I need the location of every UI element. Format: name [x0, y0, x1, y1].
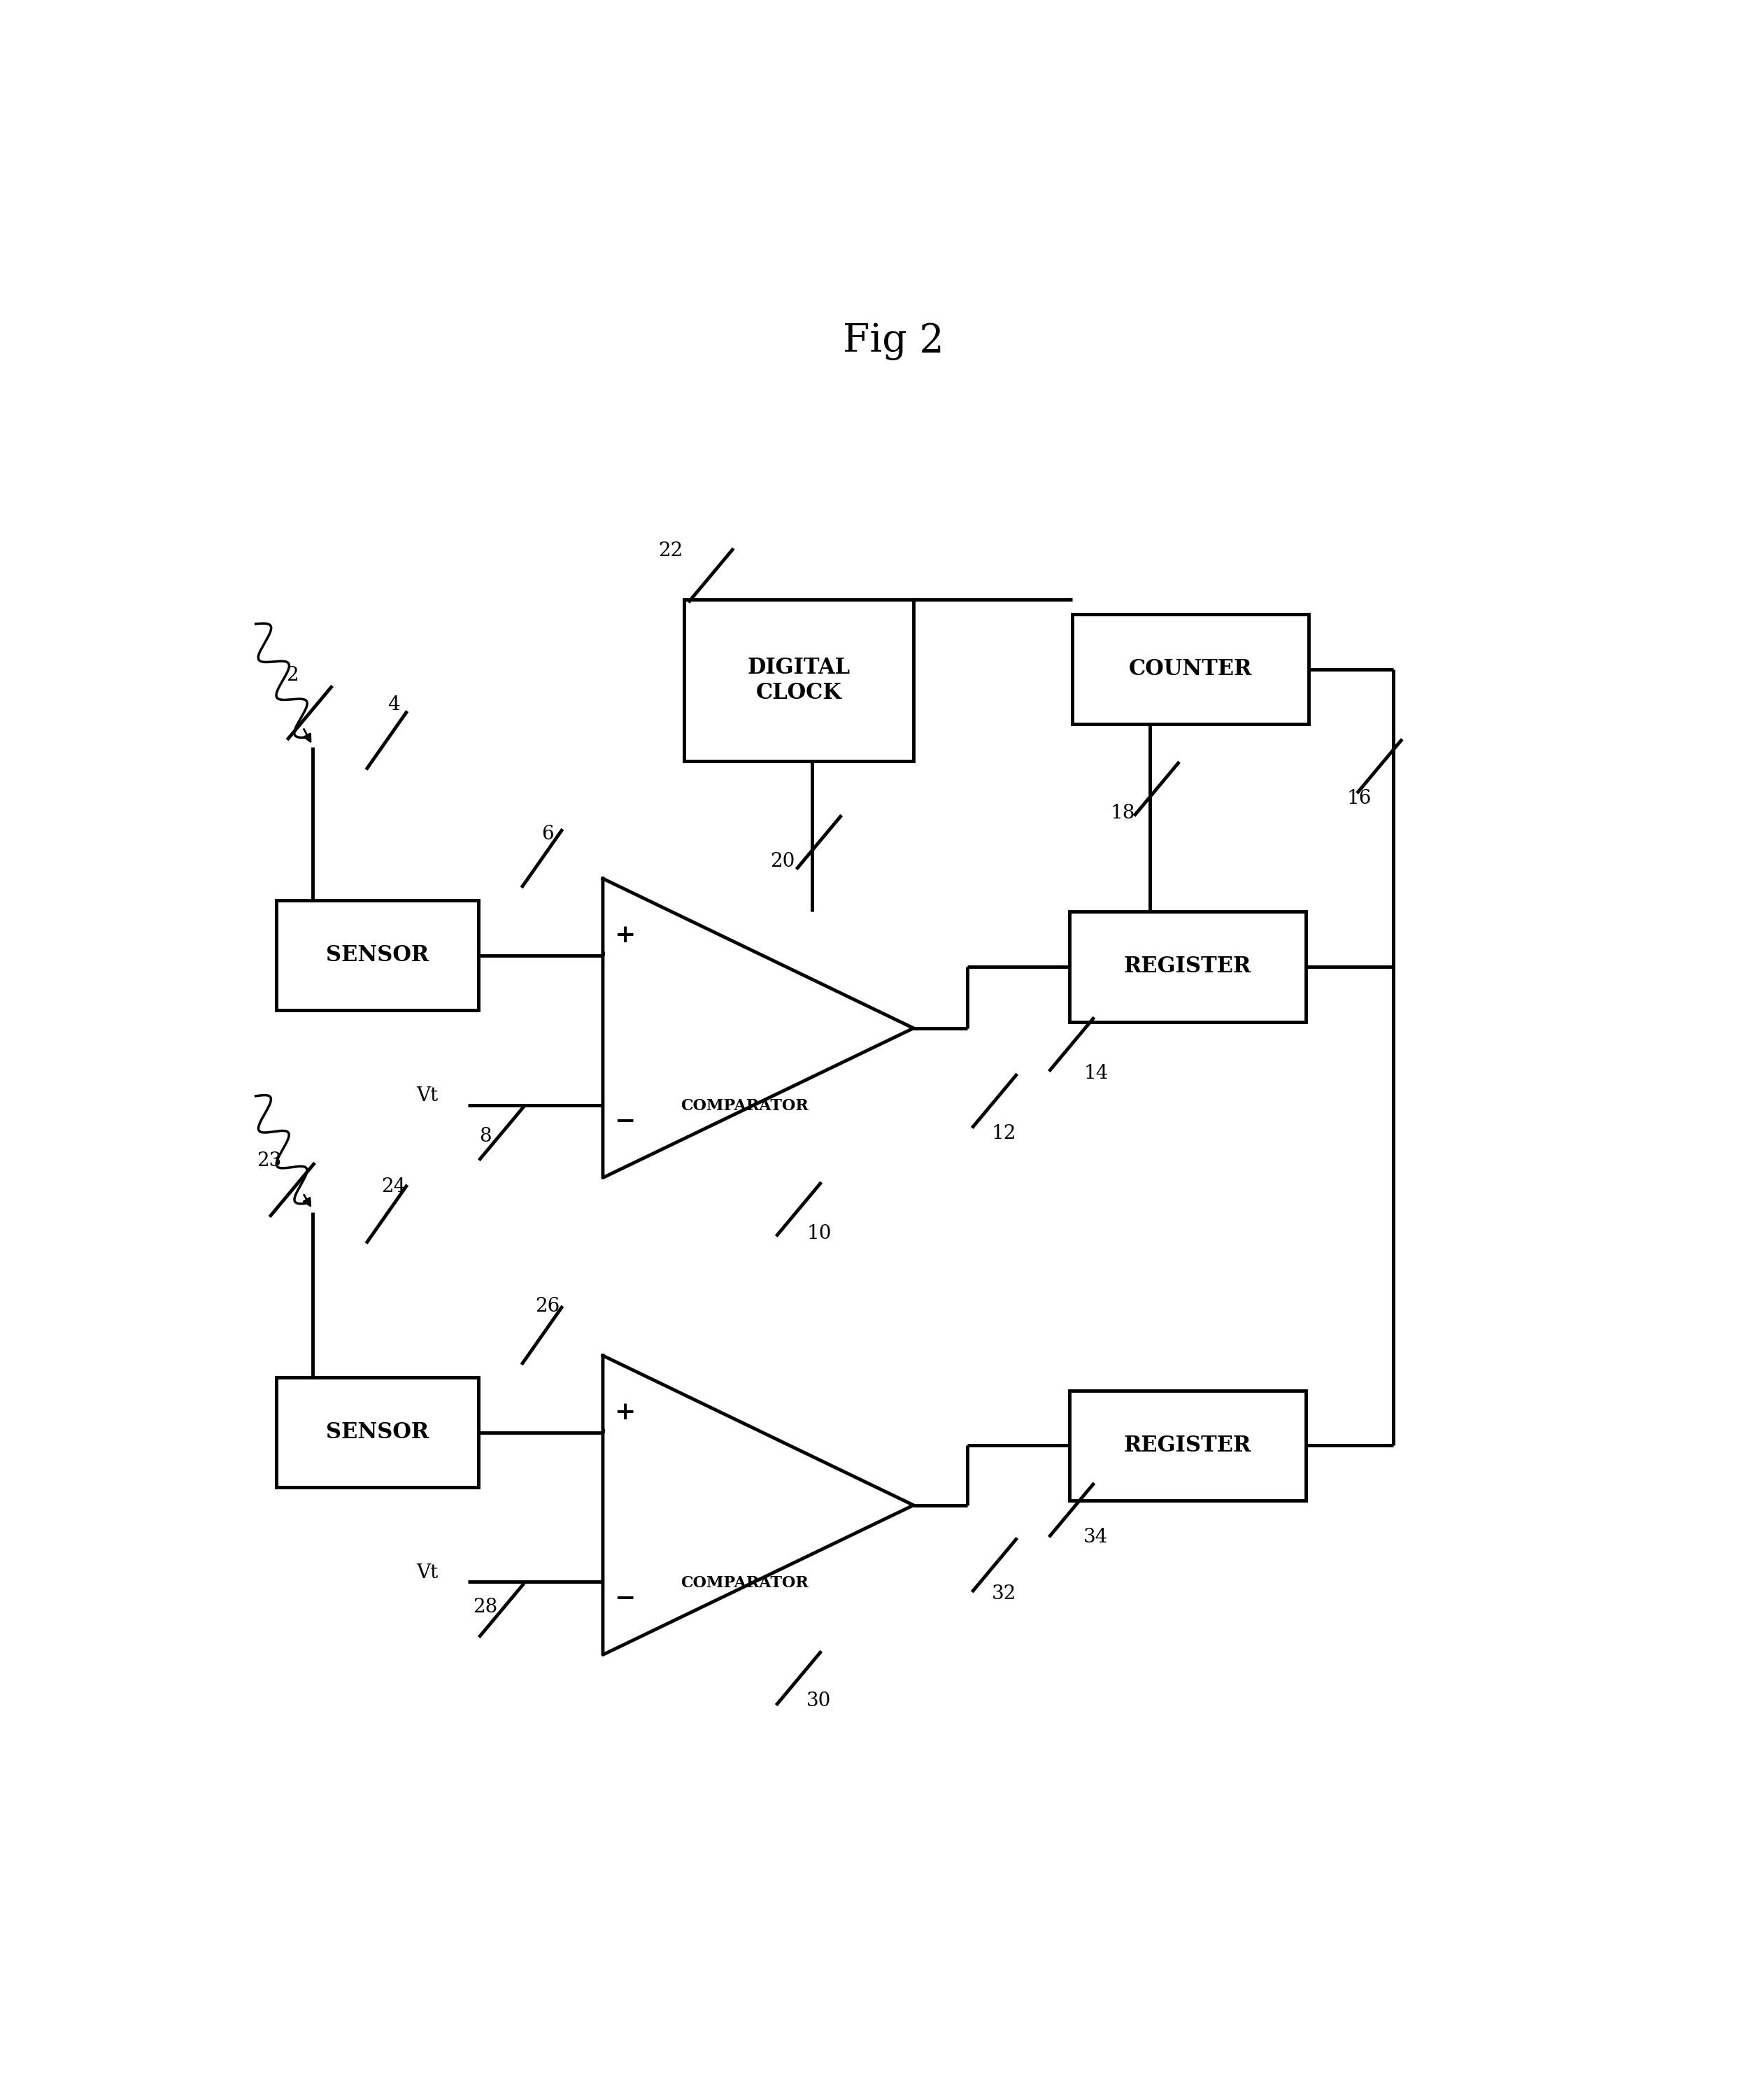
Text: 20: 20 [770, 853, 795, 872]
Text: +: + [614, 924, 634, 947]
Text: 23: 23 [256, 1151, 282, 1170]
Text: DIGITAL
CLOCK: DIGITAL CLOCK [748, 657, 851, 704]
Text: −: − [614, 1586, 634, 1611]
Text: 34: 34 [1084, 1529, 1109, 1548]
Text: 6: 6 [542, 825, 554, 844]
Text: 16: 16 [1347, 790, 1372, 808]
FancyBboxPatch shape [1070, 911, 1306, 1023]
Text: COUNTER: COUNTER [1129, 657, 1251, 680]
FancyBboxPatch shape [275, 901, 479, 1010]
Text: Vt: Vt [417, 1086, 437, 1105]
FancyBboxPatch shape [1072, 613, 1309, 724]
Text: Vt: Vt [417, 1564, 437, 1583]
Text: REGISTER: REGISTER [1124, 956, 1251, 979]
Text: 28: 28 [472, 1598, 498, 1617]
Text: 8: 8 [479, 1128, 492, 1147]
Text: 14: 14 [1084, 1065, 1109, 1084]
FancyBboxPatch shape [275, 1378, 479, 1487]
Text: 22: 22 [659, 542, 683, 561]
Text: +: + [614, 1401, 634, 1424]
Text: 30: 30 [807, 1691, 831, 1709]
Text: COMPARATOR: COMPARATOR [682, 1098, 809, 1113]
Text: 32: 32 [992, 1586, 1016, 1604]
Text: 24: 24 [382, 1178, 406, 1197]
Text: 4: 4 [387, 695, 399, 714]
FancyBboxPatch shape [683, 601, 913, 762]
FancyBboxPatch shape [1070, 1390, 1306, 1499]
Text: 10: 10 [807, 1224, 831, 1243]
Text: SENSOR: SENSOR [326, 1422, 429, 1443]
Text: 18: 18 [1110, 804, 1135, 823]
Text: COMPARATOR: COMPARATOR [682, 1575, 809, 1590]
Text: Fig 2: Fig 2 [842, 321, 945, 359]
Text: 26: 26 [535, 1298, 560, 1317]
Text: REGISTER: REGISTER [1124, 1434, 1251, 1455]
Text: −: − [614, 1109, 634, 1134]
Text: SENSOR: SENSOR [326, 945, 429, 966]
Text: 2: 2 [286, 666, 298, 685]
Text: 12: 12 [992, 1124, 1016, 1142]
